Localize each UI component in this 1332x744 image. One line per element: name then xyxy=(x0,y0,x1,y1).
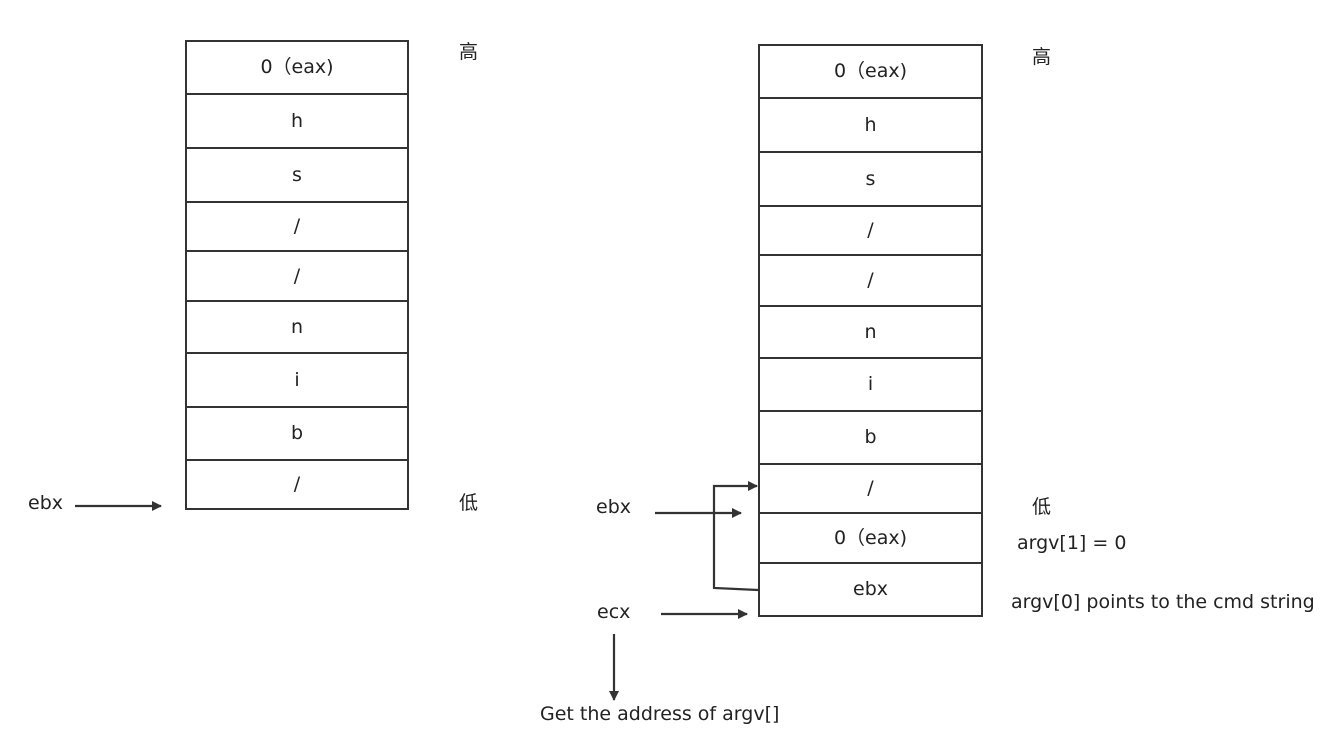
right-stack-cell-b: b xyxy=(758,410,983,465)
right-stack-cell-ebx: ebx xyxy=(758,562,983,617)
left-stack-cell-b: b xyxy=(185,406,409,461)
right-ebx-label: ebx xyxy=(596,496,631,518)
left-stack-cell-s: s xyxy=(185,147,409,203)
left-low-label: 低 xyxy=(459,492,479,514)
right-low-label: 低 xyxy=(1032,496,1052,518)
argv0-note: argv[0] points to the cmd string xyxy=(1011,591,1315,613)
left-ebx-label: ebx xyxy=(28,492,63,514)
left-stack-cell-slash-3: / xyxy=(185,459,409,510)
right-stack-cell-n: n xyxy=(758,305,983,359)
right-stack-cell-null-eax: 0（eax) xyxy=(758,512,983,564)
left-stack-cell-n: n xyxy=(185,300,409,354)
left-high-label: 高 xyxy=(459,41,479,63)
right-stack-cell-h: h xyxy=(758,97,983,153)
left-stack-cell-eax: 0（eax) xyxy=(185,40,409,95)
right-stack-cell-slash-2: / xyxy=(758,254,983,307)
right-stack-cell-slash-1: / xyxy=(758,205,983,256)
ecx-label: ecx xyxy=(597,601,631,623)
argv0-pointer-arrow xyxy=(712,481,759,592)
argv1-note: argv[1] = 0 xyxy=(1017,532,1127,554)
right-stack-cell-slash-3: / xyxy=(758,463,983,514)
left-stack-cell-i: i xyxy=(185,352,409,408)
ecx-result-label: Get the address of argv[] xyxy=(540,703,780,725)
right-high-label: 高 xyxy=(1032,46,1052,68)
